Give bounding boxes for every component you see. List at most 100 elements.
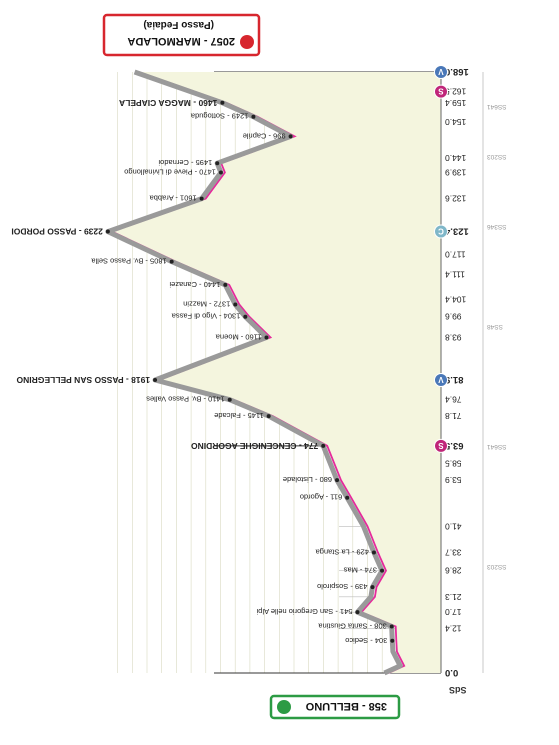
km-tick-label-16: 111.4 xyxy=(445,269,465,279)
place-label-25: 1495 - Cernadoi xyxy=(158,158,212,167)
km-tick-label-11: 76.4 xyxy=(445,395,462,405)
km-axis-layer: 0.0 12.4 17.0 21.3 28.6 33.7 41.0 53.9 58.5 63.5 7… xyxy=(440,66,507,695)
marker-badge-4 xyxy=(434,84,448,99)
km-tick-label-23: 159.4 xyxy=(445,98,467,108)
place-dot-16 xyxy=(153,378,158,383)
place-dot-20 xyxy=(223,282,228,287)
place-label-5: 541 - San Gregorio nelle Alpi xyxy=(256,607,352,616)
finish-icon xyxy=(240,35,254,49)
start-box xyxy=(269,694,401,720)
place-label-26: 996 - Caprile xyxy=(243,131,286,140)
place-label-27: 1249 - Sottoguda xyxy=(190,112,248,121)
place-dot-28 xyxy=(220,100,225,105)
km-tick-label-12: 81.9 xyxy=(445,374,464,385)
start-icon xyxy=(277,700,291,714)
marker-badge-label-2: V xyxy=(438,375,444,384)
place-label-15: 1410 - Bv. Passo Valles xyxy=(146,395,225,404)
start-label: 358 - BELLUNO xyxy=(305,700,387,712)
road-code-label-4: SS203 xyxy=(487,153,507,160)
marker-badge-label-5: V xyxy=(438,67,444,76)
place-dot-9 xyxy=(371,550,376,555)
place-label-11: 611 - Agordo xyxy=(300,493,342,502)
km-tick-label-18: 123.4 xyxy=(444,226,468,237)
km-tick-label-8: 58.5 xyxy=(445,459,462,469)
place-label-17: 1160 - Moena xyxy=(215,332,262,341)
place-dot-13 xyxy=(321,443,326,448)
marker-badge-label-1: S xyxy=(438,441,444,450)
place-dot-3 xyxy=(390,638,395,643)
road-code-label-1: SS641 xyxy=(487,443,507,450)
marker-layer: S V C S V xyxy=(434,65,448,453)
place-label-14: 1145 - Falcade xyxy=(214,411,263,420)
marker-badge-label-4: S xyxy=(438,87,444,96)
km-tick-label-25: 168.0 xyxy=(445,66,469,77)
road-code-label-3: SS346 xyxy=(487,223,507,230)
place-label-8: 374 - Mas xyxy=(343,566,377,575)
km-tick-label-24: 162.5 xyxy=(445,87,467,97)
km-tick-label-9: 63.5 xyxy=(444,440,463,451)
place-label-24: 1470 - Pieve di Livinallongo xyxy=(124,168,216,177)
place-label-7: 439 - Sospirolo xyxy=(317,582,367,591)
sds-label: SdS xyxy=(449,685,467,695)
road-code-label-5: SS641 xyxy=(487,103,507,110)
km-tick-label-19: 132.6 xyxy=(445,194,467,204)
place-label-20: 1440 - Canazei xyxy=(169,280,220,289)
km-tick-label-20: 139.9 xyxy=(445,168,467,178)
road-code-label-2: SS48 xyxy=(487,323,503,330)
place-dot-23 xyxy=(199,196,204,201)
km-tick-label-6: 41.0 xyxy=(445,521,462,531)
place-label-28: 1460 - MAGGA CIAPELA xyxy=(119,98,217,108)
place-dot-18 xyxy=(243,314,248,319)
endpoint-box-layer: 358 - BELLUNO 2057 - MARMOLADA (Passo Feda… xyxy=(102,13,401,720)
km-tick-label-14: 99.6 xyxy=(445,312,462,322)
place-dot-27 xyxy=(251,114,256,119)
place-label-13: 774 - CENCENIGHE AGORDINO xyxy=(191,441,319,451)
place-dot-12 xyxy=(335,478,340,483)
finish-sublabel: (Passo Fedaia) xyxy=(143,19,214,30)
finish-label: 2057 - MARMOLADA xyxy=(127,35,235,47)
place-dot-11 xyxy=(345,495,350,500)
place-dot-21 xyxy=(169,259,174,264)
place-label-23: 1601 - Arabba xyxy=(149,194,197,203)
place-dot-24 xyxy=(218,170,223,175)
place-label-4: 308 - Santa Giustina xyxy=(318,621,387,630)
place-label-18: 1304 - Vigo di Fassa xyxy=(171,312,240,321)
place-dot-19 xyxy=(233,302,238,307)
place-dot-17 xyxy=(264,335,269,340)
km-tick-label-0: 0.0 xyxy=(445,667,458,678)
place-dot-26 xyxy=(288,134,293,139)
km-tick-label-7: 53.9 xyxy=(445,475,462,485)
place-label-12: 680 - Listolade xyxy=(283,475,332,484)
place-dot-7 xyxy=(370,585,375,590)
marker-badge-3 xyxy=(434,224,448,239)
place-dot-4 xyxy=(389,624,394,629)
km-tick-label-5: 33.7 xyxy=(445,547,462,557)
place-dot-15 xyxy=(227,397,232,402)
km-tick-label-17: 117.0 xyxy=(445,249,466,259)
place-label-layer: 304 - Sedico 308 - Santa Giustina 541 - Sa… xyxy=(11,98,395,645)
place-dot-14 xyxy=(266,414,271,419)
place-dot-5 xyxy=(355,610,360,615)
place-label-19: 1372 - Mazzin xyxy=(183,300,230,309)
place-label-9: 429 - La Stanga xyxy=(315,547,369,556)
km-tick-label-22: 154.0 xyxy=(445,117,467,127)
km-tick-label-1: 12.4 xyxy=(445,624,462,634)
km-tick-label-3: 21.3 xyxy=(445,592,462,602)
km-tick-label-15: 104.4 xyxy=(445,295,467,305)
km-tick-label-4: 28.6 xyxy=(445,566,462,576)
place-dot-8 xyxy=(380,568,385,573)
finish-box xyxy=(102,13,261,57)
km-tick-label-13: 93.8 xyxy=(445,332,462,342)
marker-badge-label-3: C xyxy=(438,227,444,236)
km-tick-label-2: 17.0 xyxy=(445,607,462,617)
marker-badge-1 xyxy=(434,438,448,453)
km-tick-label-10: 71.8 xyxy=(445,411,462,421)
place-label-21: 1805 - Bv. Passo Sella xyxy=(91,257,167,266)
marker-badge-5 xyxy=(434,65,448,79)
km-tick-label-21: 144.0 xyxy=(445,153,467,163)
marker-badge-2 xyxy=(434,373,448,388)
place-dot-25 xyxy=(215,161,220,166)
